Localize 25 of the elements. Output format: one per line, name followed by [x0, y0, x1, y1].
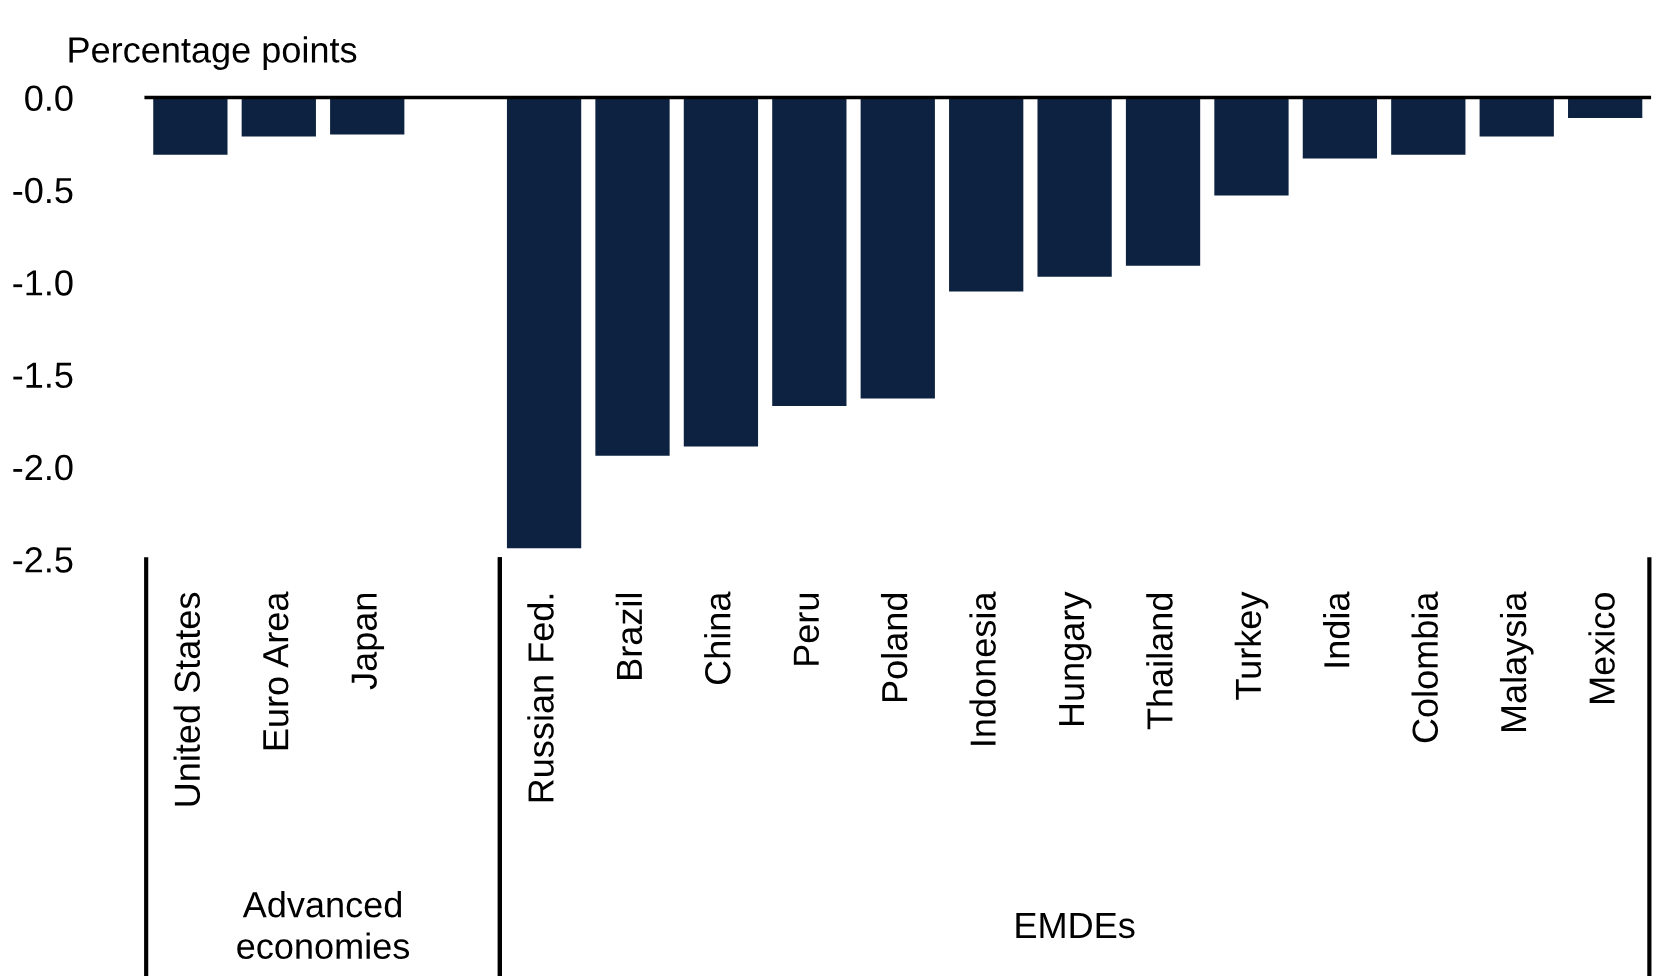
x-tick-label: Russian Fed.: [527, 594, 554, 802]
x-tick-label: Peru: [793, 593, 820, 665]
y-tick-label: -2.0: [13, 454, 73, 481]
y-tick-label: -1.0: [13, 270, 73, 296]
x-tick-label: Euro Area: [263, 591, 289, 750]
x-tick-label: Colombia: [1411, 591, 1439, 743]
text: EMDEs: [1016, 913, 1135, 939]
y-tick-label: -0.5: [13, 177, 73, 204]
x-tick-label: Thailand: [1146, 593, 1173, 730]
x-tick-label: Japan: [351, 593, 385, 690]
x-tick-label: Mexico: [1588, 593, 1615, 703]
y-tick-label: -2.5: [13, 547, 73, 573]
x-tick-label: Indonesia: [969, 591, 996, 745]
x-tick-label: Malaysia: [1499, 591, 1534, 732]
text: Advanced economies: [237, 890, 410, 960]
x-tick-label: India: [1323, 591, 1350, 667]
y-axis-title: Percentage points: [69, 36, 357, 70]
x-tick-label: United States: [173, 592, 201, 806]
x-tick-label: Brazil: [615, 593, 643, 679]
y-tick-label: -1.5: [13, 362, 73, 389]
x-tick-label: China: [704, 591, 731, 685]
x-tick-label: Turkey: [1234, 591, 1269, 700]
y-tick-label: 0.0: [25, 85, 73, 112]
x-tick-label: Poland: [880, 593, 908, 702]
x-tick-label: Hungary: [1059, 591, 1092, 726]
